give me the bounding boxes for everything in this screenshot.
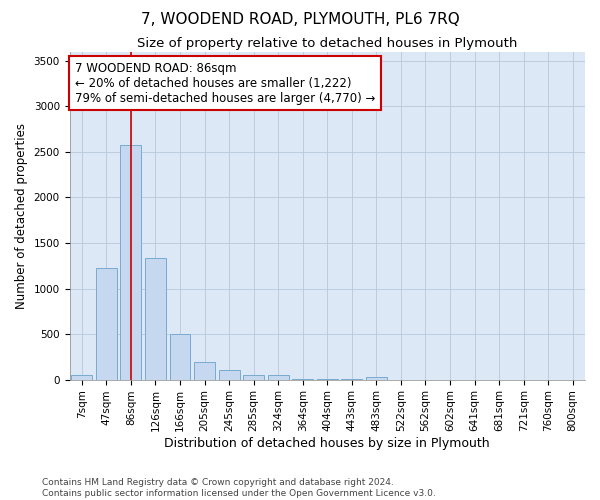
- X-axis label: Distribution of detached houses by size in Plymouth: Distribution of detached houses by size …: [164, 437, 490, 450]
- Bar: [292, 378, 313, 380]
- Bar: [341, 378, 362, 380]
- Title: Size of property relative to detached houses in Plymouth: Size of property relative to detached ho…: [137, 38, 517, 51]
- Bar: [71, 375, 92, 380]
- Bar: [317, 378, 338, 380]
- Bar: [366, 377, 387, 380]
- Bar: [243, 374, 264, 380]
- Text: Contains HM Land Registry data © Crown copyright and database right 2024.
Contai: Contains HM Land Registry data © Crown c…: [42, 478, 436, 498]
- Bar: [268, 376, 289, 380]
- Bar: [218, 370, 239, 380]
- Text: 7, WOODEND ROAD, PLYMOUTH, PL6 7RQ: 7, WOODEND ROAD, PLYMOUTH, PL6 7RQ: [140, 12, 460, 28]
- Y-axis label: Number of detached properties: Number of detached properties: [15, 122, 28, 308]
- Bar: [145, 258, 166, 380]
- Bar: [121, 144, 142, 380]
- Bar: [96, 268, 117, 380]
- Text: 7 WOODEND ROAD: 86sqm
← 20% of detached houses are smaller (1,222)
79% of semi-d: 7 WOODEND ROAD: 86sqm ← 20% of detached …: [74, 62, 375, 104]
- Bar: [170, 334, 190, 380]
- Bar: [194, 362, 215, 380]
